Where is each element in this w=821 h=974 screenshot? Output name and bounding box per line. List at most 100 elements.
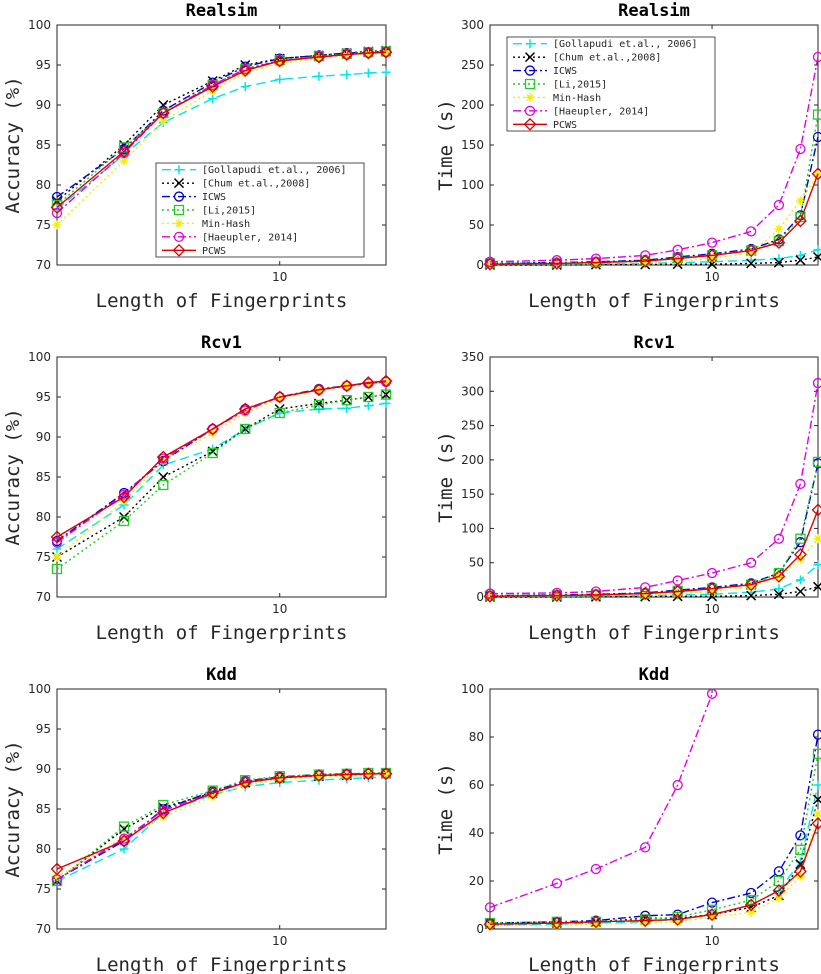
y-tick-label: 95 (36, 58, 51, 72)
data-point (342, 382, 352, 392)
data-point (158, 116, 168, 126)
data-point (640, 918, 650, 928)
data-point (273, 54, 287, 68)
data-point (793, 864, 807, 878)
data-point (158, 479, 169, 491)
x-axis-label: Length of Fingerprints (96, 954, 348, 974)
axes-frame (489, 356, 819, 598)
data-point (208, 791, 218, 801)
legend-entry: [Li,2015] (553, 80, 607, 91)
series-6 (484, 51, 821, 267)
data-point (811, 503, 821, 517)
series-7 (50, 45, 393, 214)
y-axis-label: Accuracy (%) (2, 76, 24, 213)
x-tick-label: 10 (272, 602, 287, 616)
y-tick-label: 300 (461, 384, 484, 398)
data-point (50, 200, 64, 214)
data-point (793, 214, 807, 228)
data-point (50, 530, 64, 544)
data-point (591, 919, 601, 929)
data-point (341, 395, 352, 406)
series-line (56, 393, 387, 570)
data-point (379, 45, 393, 59)
series-6 (484, 688, 718, 913)
y-tick-label: 250 (461, 58, 484, 72)
data-point (483, 589, 497, 603)
data-point (158, 799, 169, 811)
data-point (312, 383, 326, 397)
legend-marker (174, 218, 184, 228)
data-point (812, 51, 821, 63)
data-point (312, 768, 326, 782)
legend-entry: Min-Hash (202, 219, 250, 230)
data-point (340, 48, 354, 62)
data-point (206, 422, 220, 436)
data-point (638, 254, 652, 268)
series-line (489, 382, 819, 595)
data-point (361, 46, 375, 60)
data-point (813, 245, 821, 255)
data-point (673, 256, 683, 266)
y-tick-label: 0 (476, 590, 484, 604)
data-point (551, 255, 562, 266)
data-point (118, 489, 130, 500)
series-3 (484, 729, 821, 929)
data-point (363, 770, 373, 780)
data-point (795, 575, 805, 585)
data-point (342, 771, 352, 781)
series-line (490, 249, 819, 265)
data-point (206, 80, 220, 94)
data-point (119, 156, 129, 166)
data-point (550, 256, 564, 270)
legend-entry: [Gollapudi et.al., 2006] (553, 39, 698, 50)
series-line (56, 772, 386, 882)
data-point (274, 407, 285, 419)
chart-panel-1: 70 75 80 85 90 95 100 10 Realsim Length of Finger… (2, 1, 393, 312)
data-point (813, 780, 821, 790)
data-point (314, 54, 324, 64)
y-axis-label: Time (s) (435, 99, 457, 191)
series-line (489, 174, 819, 265)
series-5 (485, 809, 821, 930)
y-tick-label: 100 (461, 682, 484, 696)
data-point (361, 767, 375, 781)
data-point (746, 590, 757, 601)
data-point (672, 244, 683, 255)
series-line (56, 50, 387, 198)
y-tick-label: 90 (36, 98, 51, 112)
series-line (56, 381, 387, 544)
x-axis-label: Length of Fingerprints (96, 290, 348, 312)
data-point (812, 456, 821, 468)
data-point (746, 226, 757, 237)
data-point (551, 587, 562, 599)
y-tick-label: 70 (36, 922, 51, 936)
data-point (51, 207, 63, 219)
data-point (640, 582, 651, 593)
data-point (314, 71, 324, 81)
data-point (275, 74, 285, 84)
chart-title: Kdd (639, 665, 670, 685)
series-line (56, 49, 387, 202)
series-7 (483, 503, 821, 603)
data-point (379, 374, 393, 388)
data-point (550, 589, 564, 603)
data-point (52, 220, 62, 230)
series-line (489, 823, 819, 925)
x-axis-label: Length of Fingerprints (96, 622, 348, 644)
data-point (774, 584, 784, 594)
x-axis-label: Length of Fingerprints (528, 290, 780, 312)
data-point (705, 248, 719, 262)
data-point (744, 244, 758, 258)
y-tick-label: 80 (36, 510, 51, 524)
data-point (240, 423, 251, 435)
data-point (812, 581, 821, 592)
legend-marker (173, 231, 185, 243)
data-point (240, 408, 250, 418)
series-7 (483, 816, 821, 931)
y-tick-label: 90 (36, 430, 51, 444)
data-point (671, 252, 685, 266)
data-point (795, 478, 806, 490)
data-point (363, 49, 373, 59)
y-tick-label: 40 (469, 826, 484, 840)
y-tick-label: 60 (469, 778, 484, 792)
